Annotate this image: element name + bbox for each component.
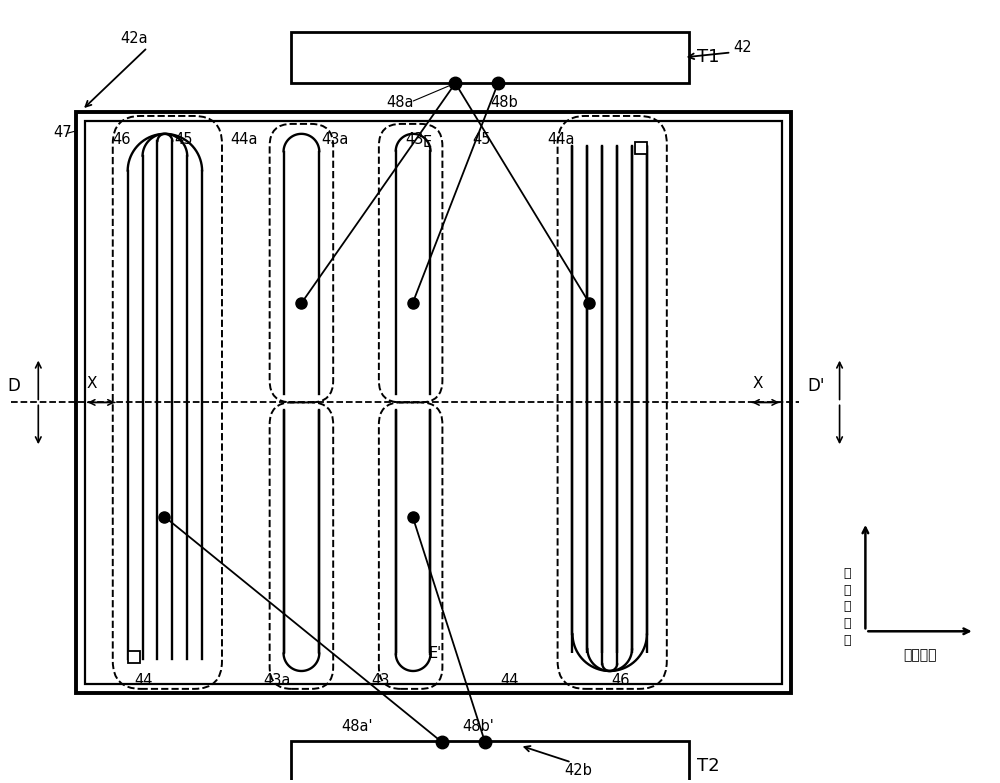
Bar bbox=[291, 31, 689, 83]
Bar bbox=[85, 121, 782, 684]
Text: 48a': 48a' bbox=[341, 719, 373, 734]
Text: D': D' bbox=[808, 377, 825, 395]
Text: T2: T2 bbox=[697, 757, 719, 775]
Bar bbox=[76, 112, 791, 693]
Text: 42: 42 bbox=[733, 41, 752, 56]
Text: 第二方向: 第二方向 bbox=[903, 648, 937, 662]
Text: X: X bbox=[752, 376, 763, 391]
Text: 方: 方 bbox=[844, 601, 851, 613]
Text: 48b': 48b' bbox=[462, 719, 494, 734]
Text: 縦: 縦 bbox=[844, 634, 851, 648]
Text: T1: T1 bbox=[697, 49, 719, 67]
Text: 向: 向 bbox=[844, 617, 851, 630]
Text: 44: 44 bbox=[500, 673, 518, 688]
Text: E': E' bbox=[429, 646, 442, 661]
Text: 44a: 44a bbox=[230, 132, 257, 146]
Text: 47: 47 bbox=[53, 124, 72, 140]
Text: 42b: 42b bbox=[565, 763, 592, 778]
Text: 48a: 48a bbox=[386, 95, 413, 110]
Text: 42a: 42a bbox=[121, 31, 148, 46]
Text: 43a: 43a bbox=[264, 673, 291, 688]
Text: 43: 43 bbox=[371, 673, 389, 688]
Text: 43: 43 bbox=[406, 132, 424, 146]
Text: 46: 46 bbox=[113, 132, 131, 146]
Text: 44a: 44a bbox=[548, 132, 575, 146]
Bar bbox=[291, 741, 689, 783]
Text: 一: 一 bbox=[844, 583, 851, 597]
Text: 45: 45 bbox=[472, 132, 491, 146]
Text: 48b: 48b bbox=[490, 95, 518, 110]
Text: 第: 第 bbox=[844, 567, 851, 579]
Text: 44: 44 bbox=[135, 673, 153, 688]
Text: D: D bbox=[8, 377, 20, 395]
Text: 43a: 43a bbox=[321, 132, 349, 146]
Bar bbox=[128, 651, 140, 663]
Text: E: E bbox=[423, 135, 432, 150]
Text: 46: 46 bbox=[611, 673, 630, 688]
Bar bbox=[635, 142, 647, 153]
Text: 45: 45 bbox=[174, 132, 193, 146]
Text: X: X bbox=[87, 376, 97, 391]
